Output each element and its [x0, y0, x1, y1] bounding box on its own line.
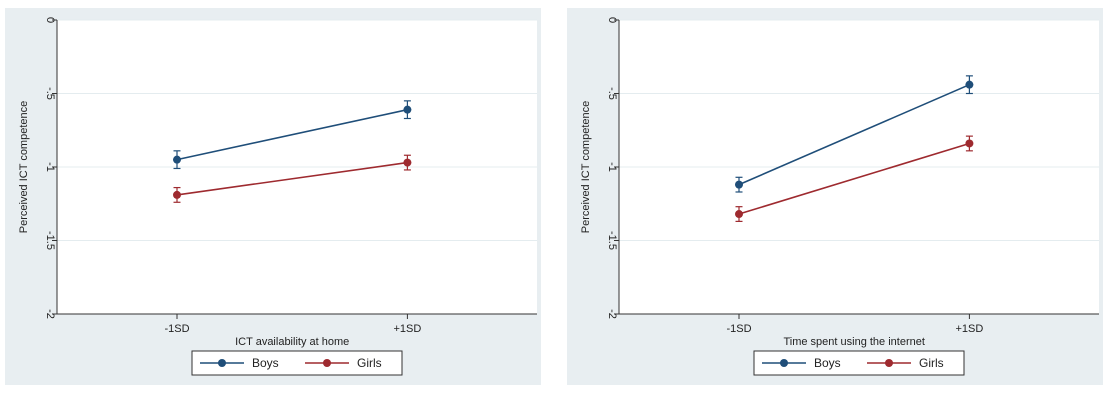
series-line-boys — [176, 108, 408, 161]
legend-marker-boys — [780, 359, 788, 367]
x-tick-label-1sd: -1SD — [164, 323, 189, 335]
x-axis-label: ICT availability at home — [235, 336, 349, 348]
x-tick-label-1sd: -1SD — [726, 323, 751, 335]
point-girls-1 — [965, 139, 974, 148]
y-tick-label-3: -1.5 — [606, 231, 618, 250]
point-boys-0 — [735, 180, 743, 189]
legend-label-girls: Girls — [357, 356, 382, 370]
point-girls-0 — [173, 190, 181, 199]
x-axis-label: Time spent using the internet — [783, 336, 924, 348]
y-tick-label-4: -2 — [606, 309, 618, 319]
chart-ict-availability: 0 -.5 -1 -1.5 -2 Perceived ICT competence -1SD… — [18, 17, 537, 376]
y-tick-label-2: -1 — [606, 162, 618, 172]
legend-label-boys: Boys — [814, 356, 841, 370]
x-tick-label-1sd: +1SD — [955, 323, 983, 335]
y-tick-label-3: -1.5 — [44, 231, 56, 250]
y-tick-label-0: 0 — [606, 17, 618, 23]
chart-internet-time: 0 -.5 -1 -1.5 -2 Perceived ICT competence -1SD… — [580, 17, 1099, 376]
y-tick-label-1: -.5 — [606, 87, 618, 100]
y-tick-label-1: -.5 — [44, 87, 56, 100]
legend-marker-girls — [323, 359, 331, 367]
legend-label-girls: Girls — [919, 356, 944, 370]
series-line-girls — [738, 142, 970, 215]
y-axis-label: Perceived ICT competence — [580, 101, 592, 233]
x-tick-label-1sd: +1SD — [393, 323, 421, 335]
chart-panel-ict-availability: 0 -.5 -1 -1.5 -2 Perceived ICT competence -1SD… — [5, 8, 541, 385]
point-boys-0 — [173, 155, 181, 164]
legend-marker-boys — [218, 359, 226, 367]
point-boys-1 — [965, 80, 974, 89]
series-line-girls — [176, 161, 408, 196]
legend-marker-girls — [885, 359, 893, 367]
series-line-boys — [738, 83, 970, 186]
y-tick-label-0: 0 — [44, 17, 56, 23]
point-boys-1 — [403, 105, 412, 114]
legend-label-boys: Boys — [252, 356, 279, 370]
point-girls-0 — [735, 210, 743, 219]
y-tick-label-4: -2 — [44, 309, 56, 319]
chart-panel-internet-time: 0 -.5 -1 -1.5 -2 Perceived ICT competence -1SD… — [567, 8, 1103, 385]
y-axis-label: Perceived ICT competence — [18, 101, 30, 233]
point-girls-1 — [403, 158, 412, 167]
y-tick-label-2: -1 — [44, 162, 56, 172]
